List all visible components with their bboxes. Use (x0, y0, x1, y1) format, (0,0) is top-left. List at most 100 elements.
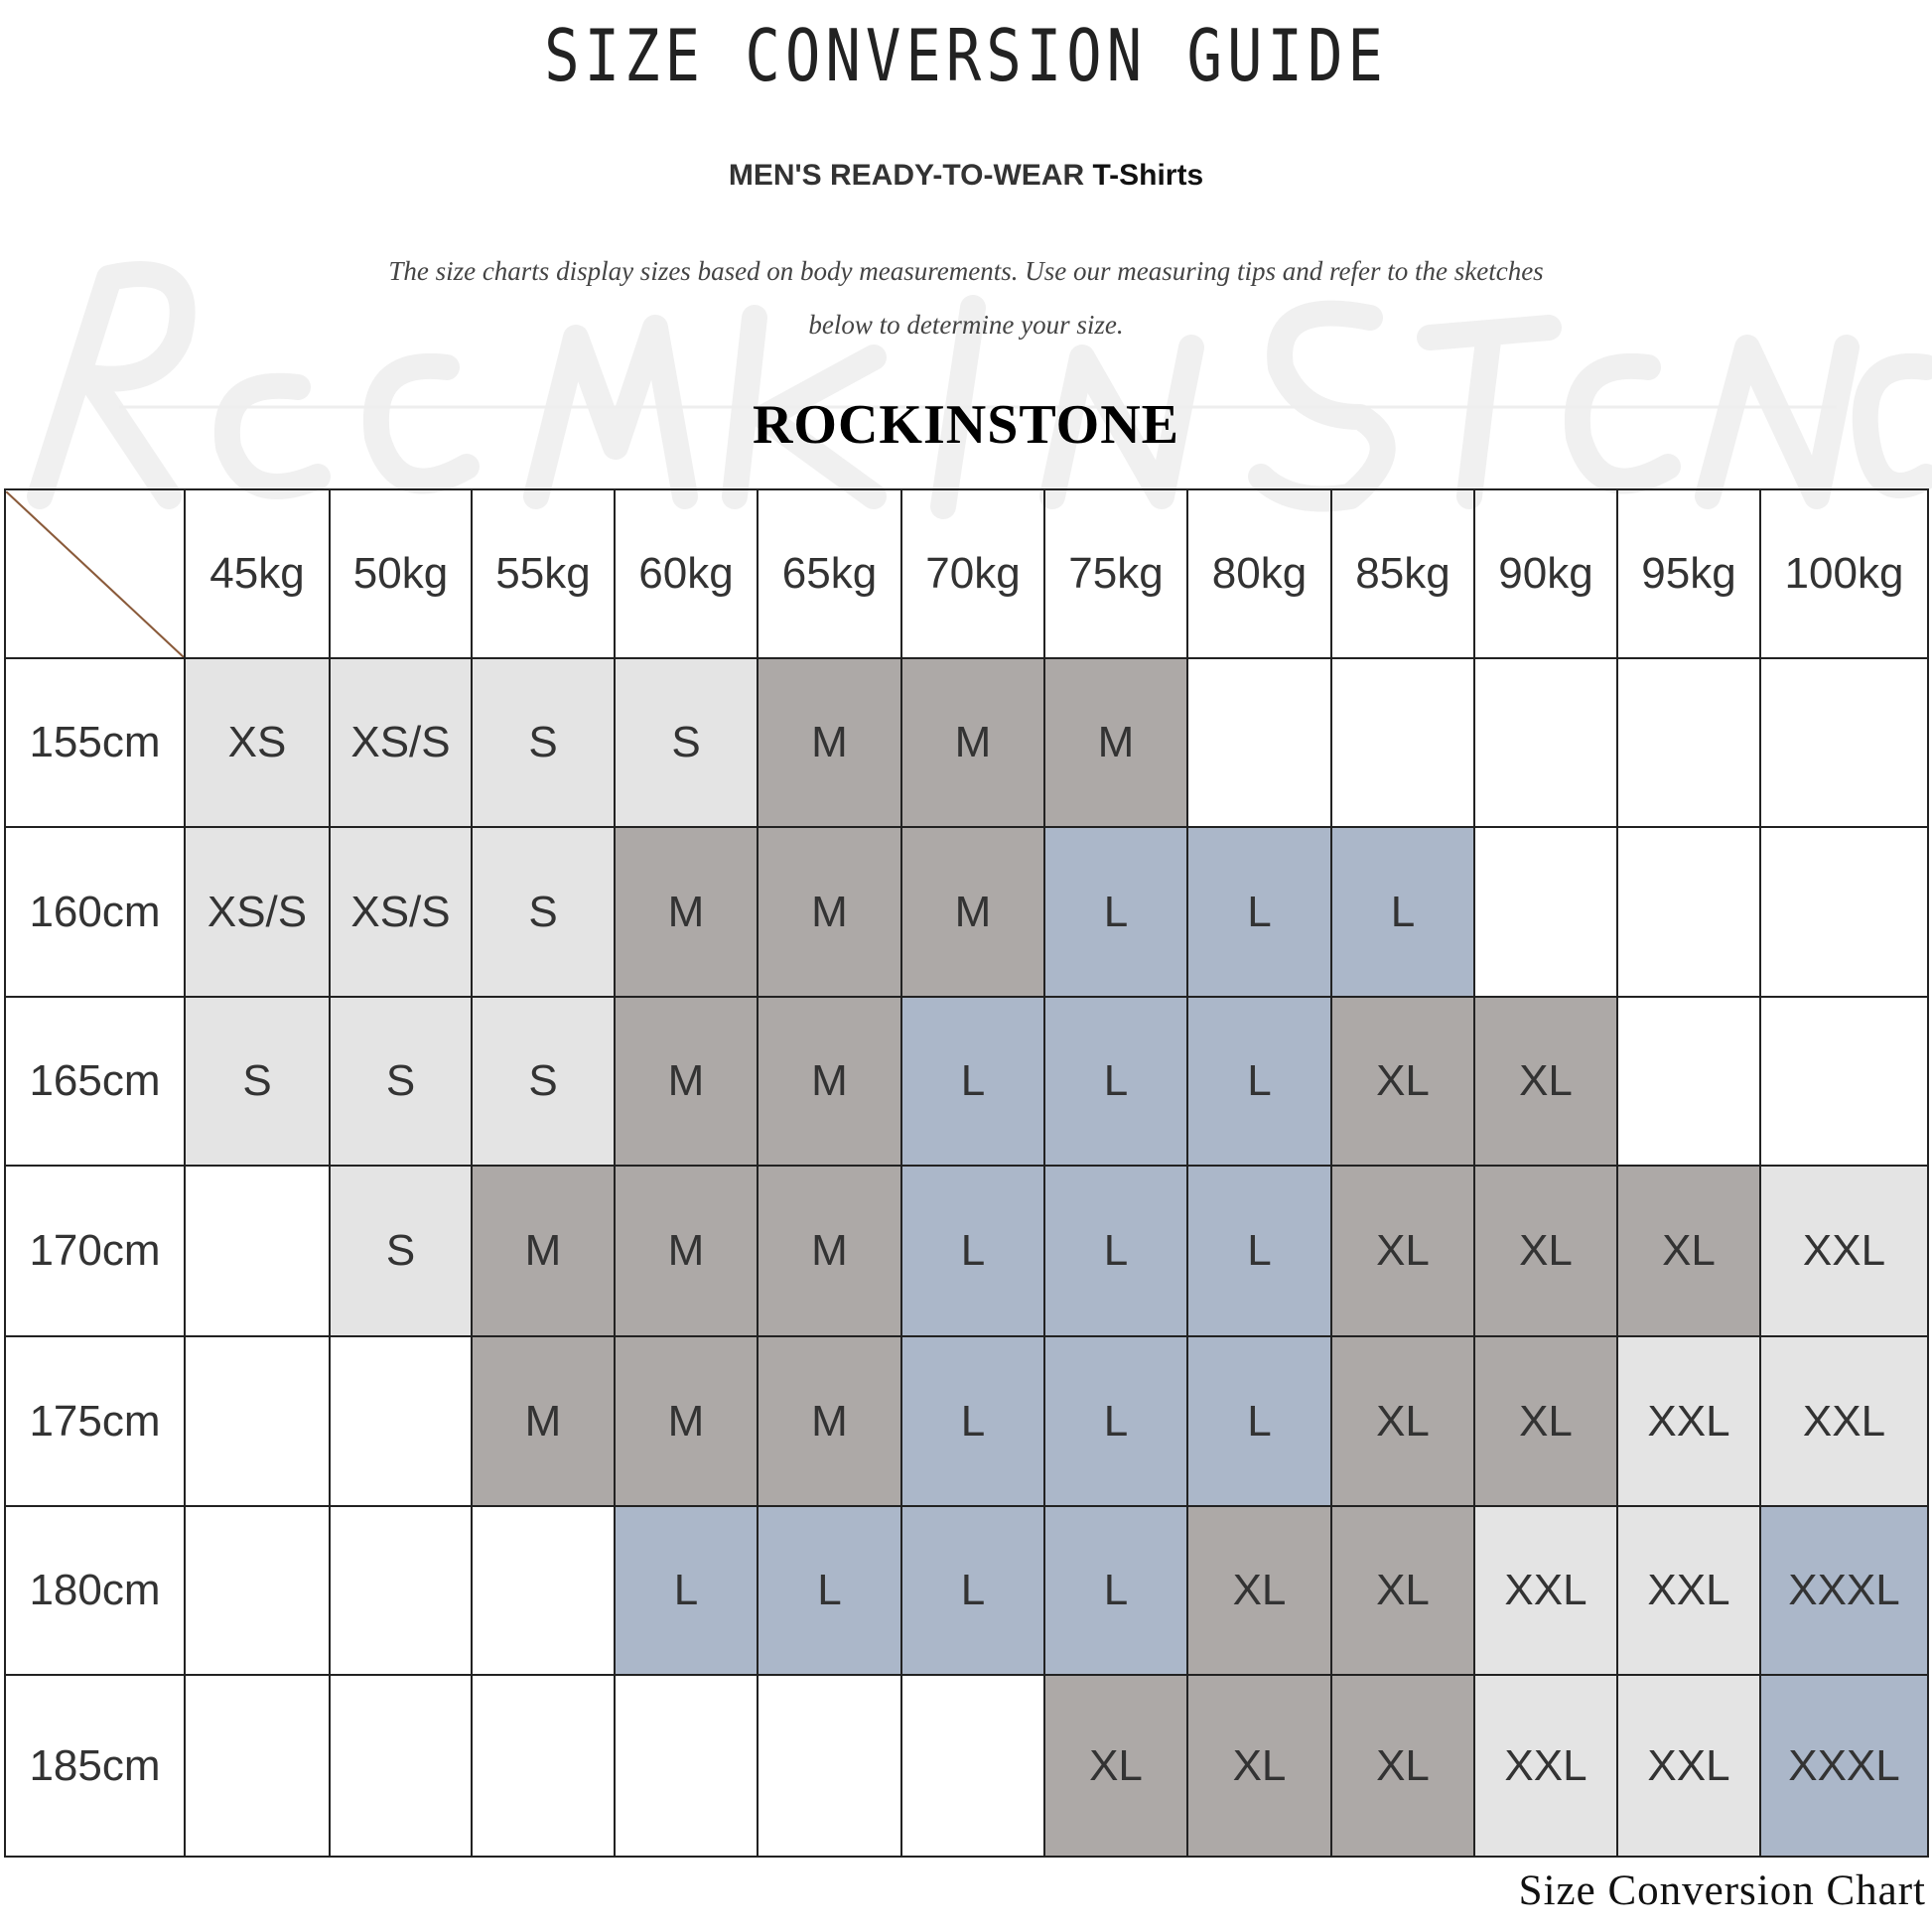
watermark-logo (27, 261, 1932, 519)
weight-header: 85kg (1330, 488, 1475, 659)
size-cell: L (900, 1335, 1045, 1507)
size-cell: M (1043, 657, 1188, 828)
size-cell (1616, 657, 1761, 828)
size-cell (900, 1674, 1045, 1858)
size-cell (471, 1505, 616, 1676)
height-header: 165cm (4, 996, 186, 1167)
size-cell: M (614, 996, 759, 1167)
weight-header: 60kg (614, 488, 759, 659)
size-cell: M (614, 1165, 759, 1337)
size-cell: XL (1330, 1674, 1475, 1858)
size-cell: XL (1330, 996, 1475, 1167)
size-cell (184, 1335, 331, 1507)
size-cell: S (471, 657, 616, 828)
size-cell: L (1186, 826, 1332, 998)
size-cell: XXL (1616, 1335, 1761, 1507)
size-cell: XL (1473, 1335, 1618, 1507)
size-cell: XXL (1473, 1505, 1618, 1676)
size-cell: S (471, 826, 616, 998)
diagonal-divider-icon (6, 490, 184, 657)
table-row: 175cm M M M L L L XL XL XXL XXL (4, 1335, 1929, 1507)
size-cell: XXL (1759, 1335, 1929, 1507)
size-cell: S (471, 996, 616, 1167)
size-cell: L (1186, 1165, 1332, 1337)
size-cell (184, 1165, 331, 1337)
description-line-2: below to determine your size. (808, 310, 1124, 340)
size-cell: L (1043, 826, 1188, 998)
table-row: 155cm XS XS/S S S M M M (4, 657, 1929, 828)
size-cell (471, 1674, 616, 1858)
size-cell: L (614, 1505, 759, 1676)
size-cell: M (757, 1335, 902, 1507)
size-cell: L (900, 996, 1045, 1167)
corner-cell (4, 488, 186, 659)
weight-header: 55kg (471, 488, 616, 659)
size-cell (1759, 826, 1929, 998)
size-cell: XXL (1616, 1505, 1761, 1676)
weight-header: 95kg (1616, 488, 1761, 659)
weight-header: 50kg (329, 488, 473, 659)
size-cell: XS/S (329, 826, 473, 998)
size-cell: XL (1616, 1165, 1761, 1337)
size-cell (1473, 657, 1618, 828)
brand-name: ROCKINSTONE (752, 394, 1180, 456)
size-cell: S (184, 996, 331, 1167)
footer-caption: Size Conversion Chart (1518, 1867, 1926, 1914)
size-cell: L (1186, 1335, 1332, 1507)
size-cell (1473, 826, 1618, 998)
size-cell: L (1043, 996, 1188, 1167)
size-cell: M (757, 1165, 902, 1337)
description-line-1: The size charts display sizes based on b… (388, 256, 1544, 286)
size-cell: M (900, 657, 1045, 828)
size-cell: XL (1473, 996, 1618, 1167)
size-cell: M (757, 657, 902, 828)
size-cell: L (1043, 1505, 1188, 1676)
size-cell: XXXL (1759, 1505, 1929, 1676)
table-row: 185cm XL XL XL XXL XXL XXXL (4, 1674, 1929, 1858)
size-cell: XL (1043, 1674, 1188, 1858)
size-cell (184, 1505, 331, 1676)
header-row: 45kg 50kg 55kg 60kg 65kg 70kg 75kg 80kg 85kg 90kg… (4, 488, 1929, 659)
size-cell (1330, 657, 1475, 828)
subtitle: MEN'S READY-TO-WEAR T-Shirts (0, 159, 1932, 193)
weight-header: 65kg (757, 488, 902, 659)
size-cell: L (1043, 1165, 1188, 1337)
size-cell (1616, 996, 1761, 1167)
size-cell (329, 1505, 473, 1676)
size-cell: XL (1330, 1505, 1475, 1676)
subtitle-product: T-Shirts (1092, 159, 1204, 192)
size-cell: L (757, 1505, 902, 1676)
size-cell: M (757, 826, 902, 998)
weight-header: 70kg (900, 488, 1045, 659)
size-cell (614, 1674, 759, 1858)
size-cell: XS/S (184, 826, 331, 998)
height-header: 160cm (4, 826, 186, 998)
size-cell: S (329, 996, 473, 1167)
size-cell: XXL (1759, 1165, 1929, 1337)
size-cell: L (1186, 996, 1332, 1167)
size-cell: M (471, 1335, 616, 1507)
size-cell (184, 1674, 331, 1858)
size-cell: M (900, 826, 1045, 998)
size-cell: L (900, 1165, 1045, 1337)
weight-header: 45kg (184, 488, 331, 659)
weight-header: 75kg (1043, 488, 1188, 659)
page-title: SIZE CONVERSION GUIDE (544, 14, 1388, 97)
size-cell: L (1043, 1335, 1188, 1507)
size-cell (329, 1335, 473, 1507)
table-row: 165cm S S S M M L L L XL XL (4, 996, 1929, 1167)
table-row: 170cm S M M M L L L XL XL XL XXL (4, 1165, 1929, 1337)
size-cell (1186, 657, 1332, 828)
size-cell (757, 1674, 902, 1858)
size-cell: XL (1330, 1335, 1475, 1507)
size-cell: XXL (1616, 1674, 1761, 1858)
height-header: 170cm (4, 1165, 186, 1337)
weight-header: 100kg (1759, 488, 1929, 659)
size-cell: XL (1330, 1165, 1475, 1337)
size-cell: L (1330, 826, 1475, 998)
height-header: 185cm (4, 1674, 186, 1858)
size-cell: S (329, 1165, 473, 1337)
size-cell: L (900, 1505, 1045, 1676)
height-header: 180cm (4, 1505, 186, 1676)
size-cell: XL (1186, 1505, 1332, 1676)
